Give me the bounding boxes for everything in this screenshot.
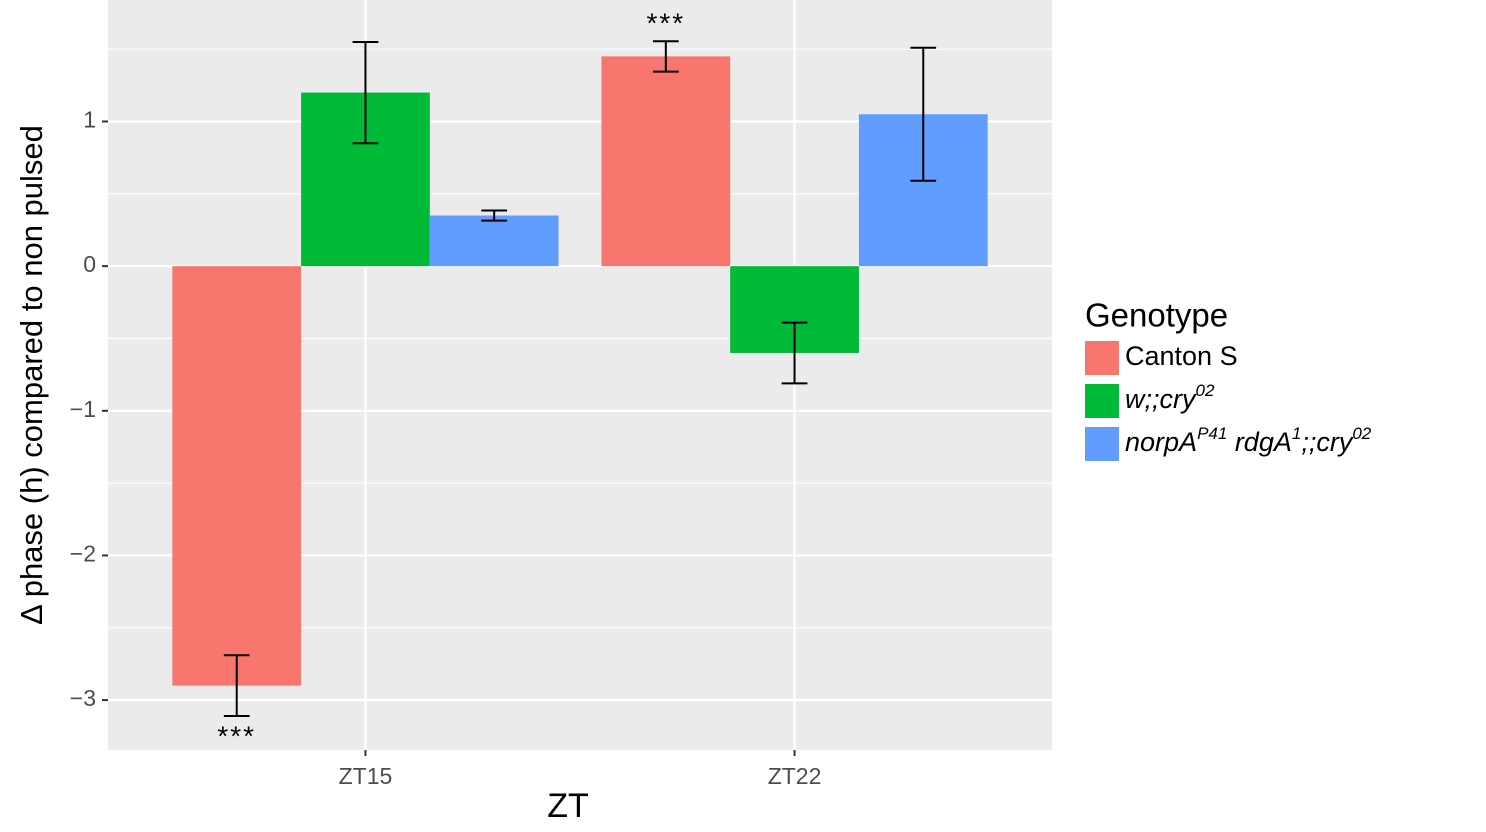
y-tick-label: −1	[70, 396, 96, 422]
y-axis-title: Δ phase (h) compared to non pulsed	[14, 125, 49, 625]
y-tick-label: −2	[70, 541, 96, 567]
error-bar	[352, 40, 379, 145]
legend-swatch	[1085, 427, 1119, 461]
error-bar	[223, 654, 250, 718]
legend-label-part: Canton S	[1125, 341, 1238, 371]
y-tick-label: 0	[83, 251, 96, 277]
annotation: ***	[217, 720, 256, 751]
error-bar	[652, 40, 679, 73]
y-tick-label: 1	[83, 107, 96, 133]
legend-label-part: 02	[1196, 381, 1215, 400]
y-tick-label: −3	[70, 685, 96, 711]
x-tick-label: ZT15	[339, 763, 393, 789]
legend-swatch	[1085, 341, 1119, 375]
legend-label-part: ;;cry	[1301, 427, 1353, 457]
legend-label-part: rdgA	[1227, 427, 1292, 457]
legend-label: norpAP41 rdgA1;;cry02	[1125, 424, 1372, 457]
bar	[429, 215, 559, 267]
annotation: ***	[646, 8, 685, 39]
x-tick-label: ZT22	[768, 763, 822, 789]
error-bar	[781, 321, 808, 385]
legend-title: Genotype	[1085, 297, 1228, 334]
legend-label-part: norpA	[1125, 427, 1197, 457]
error-bar	[910, 46, 937, 182]
bar	[172, 266, 302, 686]
legend-label: w;;cry02	[1125, 381, 1215, 414]
bar	[601, 56, 731, 267]
x-axis-title: ZT	[547, 787, 589, 825]
legend-label: Canton S	[1125, 341, 1238, 371]
legend-swatch	[1085, 384, 1119, 418]
legend-label-part: P41	[1197, 424, 1227, 443]
legend-label-part: w;;cry	[1125, 384, 1197, 414]
marks: *** ***	[172, 8, 988, 751]
legend-label-part: 1	[1292, 424, 1301, 443]
legend-label-part: 02	[1352, 424, 1371, 443]
error-bar	[481, 209, 508, 222]
